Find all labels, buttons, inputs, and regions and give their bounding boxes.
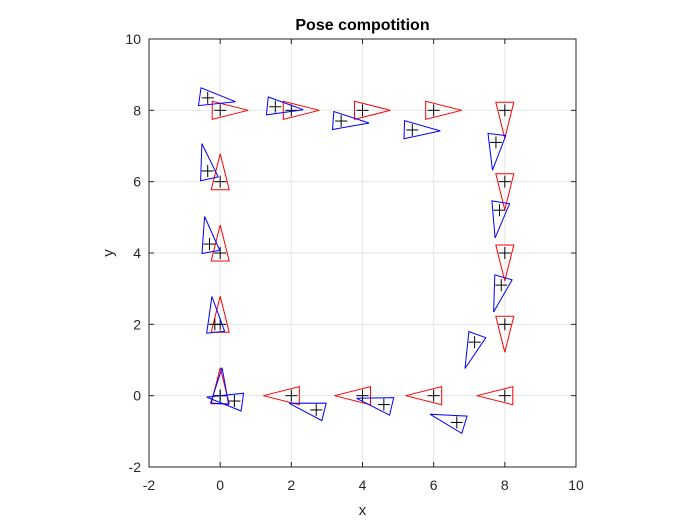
pose-marker [493,274,513,313]
pose-marker [476,386,514,406]
pose-triangle [263,386,300,406]
pose-marker [288,402,327,422]
pose-triangle [209,367,230,405]
pose-marker [200,143,219,182]
x-tick-label: -2 [143,477,156,493]
pose-marker [356,397,395,416]
pose-marker [425,100,462,120]
pose-marker [201,216,221,255]
pose-triangle [201,216,221,255]
pose-marker [464,330,487,369]
ticks: -2 0 2 4 6 8 10 -2 0 2 4 6 8 10 [125,31,584,493]
pose-triangle [476,386,514,406]
pose-triangle [210,296,230,333]
pose-marker [403,120,441,140]
pose-marker [495,101,515,139]
x-tick-label: 10 [568,477,584,493]
chart-title: Pose compotition [295,17,429,34]
pose-triangle [210,224,230,262]
pose-marker [210,224,230,262]
x-tick-label: 0 [216,477,224,493]
pose-marker [495,315,515,353]
pose-triangle [197,87,236,107]
pose-triangle [495,315,515,353]
pose-triangle [495,101,515,139]
pose-marker [491,200,511,239]
x-tick-label: 6 [430,477,438,493]
pose-triangle [425,100,462,120]
y-tick-label: 2 [133,316,141,332]
pose-marker [405,386,443,406]
pose-triangle [405,386,443,406]
x-tick-label: 2 [287,477,295,493]
x-tick-label: 4 [359,477,367,493]
series-2 [197,87,513,435]
y-tick-label: 8 [133,102,141,118]
pose-triangle [493,274,513,313]
pose-marker [263,386,300,406]
pose-marker [487,132,507,171]
pose-triangle [487,132,507,171]
pose-triangle [331,110,370,131]
pose-triangle [288,402,327,422]
y-tick-label: 4 [133,245,141,261]
pose-marker [495,244,515,282]
pose-triangle [334,386,371,406]
pose-triangle [265,96,304,116]
y-axis-label: y [100,249,117,257]
pose-triangle [356,397,395,416]
pose-triangle [403,120,441,140]
pose-marker [197,87,236,107]
y-tick-label: -2 [129,459,142,475]
pose-triangle [495,244,515,282]
pose-triangle [495,173,515,210]
y-tick-label: 10 [125,31,141,47]
pose-marker [206,392,245,412]
pose-triangle [464,330,487,369]
pose-marker [211,100,249,120]
pose-marker [265,96,304,116]
y-tick-label: 6 [133,174,141,190]
pose-marker [331,110,370,131]
pose-marker [429,413,468,435]
pose-marker [354,100,391,120]
x-tick-label: 8 [501,477,509,493]
series-layer [197,87,515,435]
pose-marker [206,296,226,334]
pose-triangle [206,296,226,334]
pose-triangle [491,200,511,239]
pose-marker [495,173,515,210]
pose-triangle [206,392,245,412]
pose-marker [334,386,371,406]
pose-triangle [429,413,468,435]
pose-triangle [282,100,320,120]
pose-triangle [200,143,219,182]
y-tick-label: 0 [133,388,141,404]
pose-triangle [354,100,391,120]
pose-triangle [211,100,249,120]
x-axis-label: x [359,502,367,519]
